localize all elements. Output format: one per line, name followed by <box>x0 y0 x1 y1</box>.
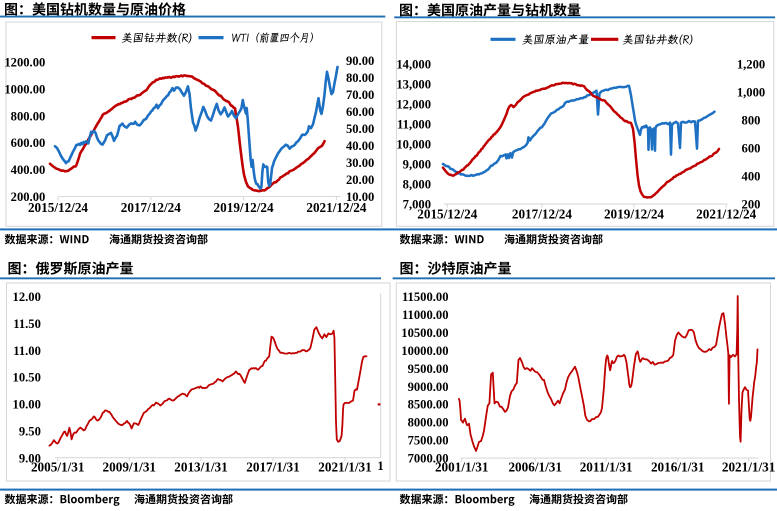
svg-text:10500.00: 10500.00 <box>401 326 448 340</box>
svg-text:2019/12/24: 2019/12/24 <box>604 207 664 222</box>
svg-text:10000.00: 10000.00 <box>401 344 448 358</box>
svg-text:7,000: 7,000 <box>403 197 431 211</box>
svg-text:10.50: 10.50 <box>13 371 41 385</box>
svg-text:2011/1/31: 2011/1/31 <box>580 460 633 475</box>
svg-text:20.00: 20.00 <box>346 173 374 187</box>
svg-text:40.00: 40.00 <box>346 139 374 153</box>
svg-text:2016/1/31: 2016/1/31 <box>651 460 704 475</box>
svg-text:60.00: 60.00 <box>346 105 374 119</box>
svg-text:12.00: 12.00 <box>13 290 41 304</box>
svg-text:800: 800 <box>742 113 761 127</box>
svg-text:2009/1/31: 2009/1/31 <box>103 460 156 475</box>
svg-text:2015/12/24: 2015/12/24 <box>417 207 477 222</box>
svg-text:50.00: 50.00 <box>346 122 374 136</box>
svg-text:9500.00: 9500.00 <box>408 362 449 376</box>
svg-text:30.00: 30.00 <box>346 156 374 170</box>
svg-text:11.50: 11.50 <box>13 317 41 331</box>
svg-text:2021/1/31: 2021/1/31 <box>318 460 371 475</box>
svg-text:2019/12/24: 2019/12/24 <box>214 200 274 215</box>
svg-text:9.00: 9.00 <box>19 451 41 465</box>
svg-text:1: 1 <box>377 459 383 473</box>
svg-text:2015/12/24: 2015/12/24 <box>28 200 88 215</box>
svg-text:2021/12/24: 2021/12/24 <box>696 207 756 222</box>
svg-text:11000.00: 11000.00 <box>402 308 449 322</box>
svg-text:2017/12/24: 2017/12/24 <box>512 207 572 222</box>
svg-text:600: 600 <box>742 141 761 155</box>
svg-text:8500.00: 8500.00 <box>408 398 449 412</box>
svg-text:200.00: 200.00 <box>11 190 46 204</box>
svg-text:12,000: 12,000 <box>396 97 431 111</box>
svg-text:10.00: 10.00 <box>13 398 41 412</box>
svg-text:400: 400 <box>742 169 761 183</box>
svg-text:2021/12/24: 2021/12/24 <box>306 200 366 215</box>
svg-text:2021/1/31: 2021/1/31 <box>722 460 775 475</box>
svg-text:7000.00: 7000.00 <box>408 452 449 466</box>
svg-text:9.50: 9.50 <box>19 425 41 439</box>
svg-text:8000.00: 8000.00 <box>408 416 449 430</box>
svg-text:2001/1/31: 2001/1/31 <box>435 460 488 475</box>
svg-text:13,000: 13,000 <box>396 77 431 91</box>
svg-text:2005/1/31: 2005/1/31 <box>31 460 84 475</box>
svg-text:7500.00: 7500.00 <box>408 434 449 448</box>
svg-text:80.00: 80.00 <box>346 71 374 85</box>
svg-text:2017/1/31: 2017/1/31 <box>246 460 299 475</box>
svg-text:11500.00: 11500.00 <box>402 290 449 304</box>
svg-text:9000.00: 9000.00 <box>408 380 449 394</box>
svg-text:1,000: 1,000 <box>737 85 765 99</box>
svg-text:90.00: 90.00 <box>346 54 374 68</box>
svg-text:400.00: 400.00 <box>11 163 46 177</box>
svg-text:10.00: 10.00 <box>346 190 374 204</box>
svg-text:14,000: 14,000 <box>396 57 431 71</box>
svg-text:10,000: 10,000 <box>396 137 431 151</box>
svg-text:800.00: 800.00 <box>11 109 46 123</box>
svg-text:2006/1/31: 2006/1/31 <box>508 460 561 475</box>
svg-text:11.00: 11.00 <box>13 344 41 358</box>
svg-text:2013/1/31: 2013/1/31 <box>174 460 227 475</box>
svg-text:200: 200 <box>742 197 761 211</box>
svg-text:9,000: 9,000 <box>403 157 431 171</box>
svg-text:70.00: 70.00 <box>346 88 374 102</box>
svg-text:1200.00: 1200.00 <box>4 56 45 70</box>
svg-text:2017/12/24: 2017/12/24 <box>121 200 181 215</box>
svg-text:11,000: 11,000 <box>397 117 431 131</box>
svg-text:1000.00: 1000.00 <box>4 83 45 97</box>
svg-text:1,200: 1,200 <box>737 57 765 71</box>
svg-text:8,000: 8,000 <box>403 177 431 191</box>
svg-text:600.00: 600.00 <box>11 136 46 150</box>
